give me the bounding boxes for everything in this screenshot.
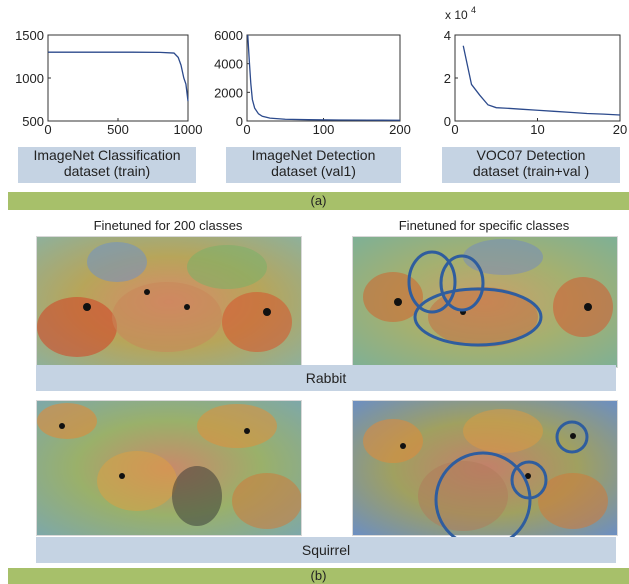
squirrel-label: Squirrel [36,537,616,563]
x-tick-label: 10 [530,122,544,137]
caption-line-2: dataset (train+val ) [472,163,590,179]
left-column-title: Finetuned for 200 classes [93,218,243,233]
highlight-ellipse [407,250,457,314]
caption-line-1: ImageNet Classification [33,147,181,163]
y-tick-label: 4 [444,28,451,43]
series-line [48,51,189,102]
plot-frame [47,34,189,122]
highlight-ellipse [555,420,589,454]
y-tick-label: 6000 [214,28,243,43]
squirrel-200-classes-image [36,400,302,536]
y-tick-label: 4000 [214,57,243,72]
highlight-ellipse [439,254,485,312]
part-a-label: (a) [8,192,629,210]
y-tick-label: 1000 [15,71,44,86]
chart-caption-2: ImageNet Detection dataset (val1) [226,147,401,183]
x-tick-label: 100 [313,122,335,137]
y-tick-label: 0 [444,114,451,129]
x-tick-label: 500 [107,122,129,137]
x-tick-label: 20 [613,122,627,137]
caption-line-2: dataset (train) [63,163,151,179]
y-tick-label: 500 [22,114,44,129]
right-column-title: Finetuned for specific classes [398,218,570,233]
y-tick-label: 2000 [214,85,243,100]
caption-line-1: VOC07 Detection [476,147,586,163]
part-b-label: (b) [8,568,629,584]
highlight-ellipse [510,460,548,500]
y-tick-label: 1500 [15,28,44,43]
rabbit-200-classes-image [36,236,302,368]
series-line [462,45,621,116]
exponent-label: x 10 [445,8,468,22]
plot-frame [454,34,621,122]
x-tick-label: 1000 [174,122,203,137]
chart-caption-3: VOC07 Detection dataset (train+val ) [442,147,620,183]
caption-line-1: ImageNet Detection [251,147,376,163]
rabbit-label: Rabbit [36,365,616,391]
y-tick-label: 2 [444,71,451,86]
series-line [247,34,401,121]
caption-line-2: dataset (val1) [271,163,356,179]
plot-frame [246,34,401,122]
x-tick-label: 0 [243,122,250,137]
squirrel-specific-classes-image [352,400,618,536]
exponent-power: 4 [471,5,476,15]
chart-caption-1: ImageNet Classification dataset (train) [18,147,196,183]
x-tick-label: 0 [44,122,51,137]
highlight-ellipse [413,287,543,347]
x-tick-label: 200 [389,122,411,137]
y-tick-label: 0 [236,114,243,129]
chart-imagenet-detection: 0 100 200 6000 4000 2000 0 [214,28,411,137]
x-tick-label: 0 [451,122,458,137]
